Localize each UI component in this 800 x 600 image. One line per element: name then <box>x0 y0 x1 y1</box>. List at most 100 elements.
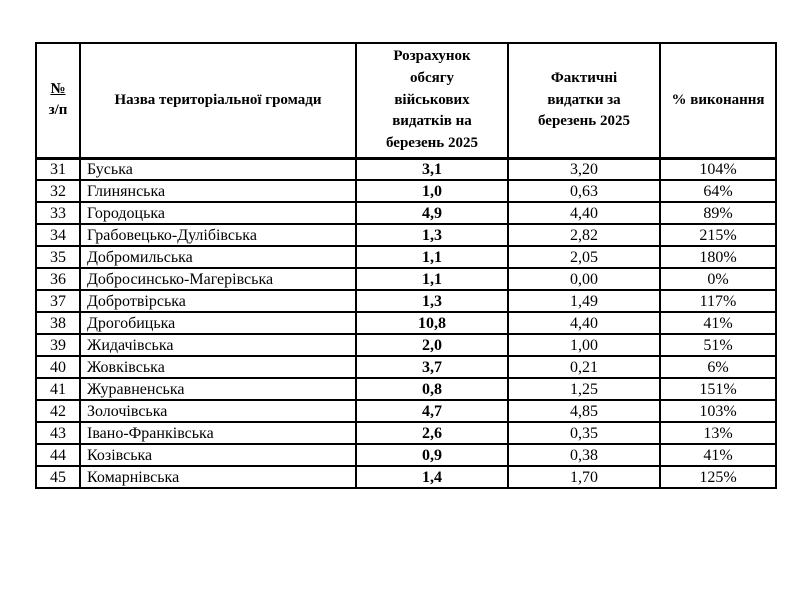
cell-row-number: 36 <box>35 267 81 292</box>
cell-planned-amount: 1,1 <box>355 245 509 270</box>
cell-percent-execution: 0% <box>659 267 777 292</box>
cell-actual-amount: 2,05 <box>507 245 661 270</box>
table-row: 43 Івано-Франківська 2,6 0,35 13% <box>35 421 777 446</box>
cell-percent-execution: 151% <box>659 377 777 402</box>
cell-percent-execution: 180% <box>659 245 777 270</box>
cell-community-name: Грабовецько-Дулібівська <box>79 223 357 248</box>
cell-planned-amount: 1,4 <box>355 465 509 490</box>
cell-row-number: 32 <box>35 179 81 204</box>
cell-row-number: 33 <box>35 201 81 226</box>
table-row: 39 Жидачівська 2,0 1,00 51% <box>35 333 777 358</box>
cell-percent-execution: 41% <box>659 311 777 336</box>
cell-community-name: Івано-Франківська <box>79 421 357 446</box>
cell-community-name: Жидачівська <box>79 333 357 358</box>
cell-row-number: 41 <box>35 377 81 402</box>
cell-planned-amount: 1,0 <box>355 179 509 204</box>
cell-actual-amount: 4,85 <box>507 399 661 424</box>
cell-planned-amount: 10,8 <box>355 311 509 336</box>
cell-planned-amount: 3,7 <box>355 355 509 380</box>
cell-community-name: Журавненська <box>79 377 357 402</box>
table-header: № з/п Назва територіальної громади Розра… <box>35 41 777 160</box>
cell-row-number: 39 <box>35 333 81 358</box>
cell-planned-amount: 0,9 <box>355 443 509 468</box>
cell-planned-amount: 4,7 <box>355 399 509 424</box>
cell-actual-amount: 3,20 <box>507 157 661 182</box>
cell-actual-amount: 1,00 <box>507 333 661 358</box>
header-num-symbol: № <box>50 80 66 97</box>
cell-percent-execution: 215% <box>659 223 777 248</box>
table-row: 31 Буська 3,1 3,20 104% <box>35 157 777 182</box>
cell-actual-amount: 0,63 <box>507 179 661 204</box>
cell-planned-amount: 0,8 <box>355 377 509 402</box>
table-row: 35 Добромильська 1,1 2,05 180% <box>35 245 777 270</box>
cell-community-name: Добромильська <box>79 245 357 270</box>
cell-row-number: 45 <box>35 465 81 490</box>
cell-planned-amount: 1,1 <box>355 267 509 292</box>
table-body: 31 Буська 3,1 3,20 104% 32 Глинянська 1,… <box>35 157 777 490</box>
header-actual-expenditures: Фактичні видатки за березень 2025 <box>507 41 661 160</box>
cell-community-name: Козівська <box>79 443 357 468</box>
cell-percent-execution: 64% <box>659 179 777 204</box>
cell-percent-execution: 6% <box>659 355 777 380</box>
cell-row-number: 43 <box>35 421 81 446</box>
cell-community-name: Золочівська <box>79 399 357 424</box>
table-row: 41 Журавненська 0,8 1,25 151% <box>35 377 777 402</box>
cell-actual-amount: 0,35 <box>507 421 661 446</box>
cell-percent-execution: 41% <box>659 443 777 468</box>
cell-row-number: 44 <box>35 443 81 468</box>
cell-percent-execution: 13% <box>659 421 777 446</box>
cell-planned-amount: 1,3 <box>355 289 509 314</box>
cell-planned-amount: 2,0 <box>355 333 509 358</box>
cell-community-name: Глинянська <box>79 179 357 204</box>
cell-row-number: 40 <box>35 355 81 380</box>
table-row: 42 Золочівська 4,7 4,85 103% <box>35 399 777 424</box>
cell-row-number: 35 <box>35 245 81 270</box>
header-community-name: Назва територіальної громади <box>79 41 357 160</box>
cell-actual-amount: 4,40 <box>507 201 661 226</box>
cell-community-name: Городоцька <box>79 201 357 226</box>
cell-percent-execution: 104% <box>659 157 777 182</box>
cell-community-name: Комарнівська <box>79 465 357 490</box>
header-num: № з/п <box>35 41 81 160</box>
cell-community-name: Добротвірська <box>79 289 357 314</box>
cell-planned-amount: 3,1 <box>355 157 509 182</box>
cell-actual-amount: 0,38 <box>507 443 661 468</box>
cell-row-number: 42 <box>35 399 81 424</box>
cell-percent-execution: 51% <box>659 333 777 358</box>
military-expenditures-table: № з/п Назва територіальної громади Розра… <box>35 41 777 490</box>
cell-actual-amount: 0,00 <box>507 267 661 292</box>
cell-planned-amount: 2,6 <box>355 421 509 446</box>
cell-actual-amount: 1,49 <box>507 289 661 314</box>
cell-planned-amount: 1,3 <box>355 223 509 248</box>
header-planned-expenditures: Розрахунок обсягу військових видатків на… <box>355 41 509 160</box>
cell-actual-amount: 0,21 <box>507 355 661 380</box>
cell-row-number: 38 <box>35 311 81 336</box>
table-row: 44 Козівська 0,9 0,38 41% <box>35 443 777 468</box>
cell-percent-execution: 125% <box>659 465 777 490</box>
cell-row-number: 37 <box>35 289 81 314</box>
cell-community-name: Добросинсько-Магерівська <box>79 267 357 292</box>
table-row: 34 Грабовецько-Дулібівська 1,3 2,82 215% <box>35 223 777 248</box>
table-row: 38 Дрогобицька 10,8 4,40 41% <box>35 311 777 336</box>
header-row: № з/п Назва територіальної громади Розра… <box>35 41 777 160</box>
cell-actual-amount: 4,40 <box>507 311 661 336</box>
cell-community-name: Буська <box>79 157 357 182</box>
table-row: 36 Добросинсько-Магерівська 1,1 0,00 0% <box>35 267 777 292</box>
cell-row-number: 31 <box>35 157 81 182</box>
cell-community-name: Дрогобицька <box>79 311 357 336</box>
cell-community-name: Жовківська <box>79 355 357 380</box>
table-row: 40 Жовківська 3,7 0,21 6% <box>35 355 777 380</box>
cell-percent-execution: 89% <box>659 201 777 226</box>
table-row: 37 Добротвірська 1,3 1,49 117% <box>35 289 777 314</box>
cell-percent-execution: 117% <box>659 289 777 314</box>
table-row: 33 Городоцька 4,9 4,40 89% <box>35 201 777 226</box>
cell-row-number: 34 <box>35 223 81 248</box>
header-num-sub: з/п <box>48 102 68 119</box>
table-row: 32 Глинянська 1,0 0,63 64% <box>35 179 777 204</box>
cell-actual-amount: 2,82 <box>507 223 661 248</box>
cell-actual-amount: 1,70 <box>507 465 661 490</box>
cell-planned-amount: 4,9 <box>355 201 509 226</box>
header-percent-execution: % виконання <box>659 41 777 160</box>
cell-percent-execution: 103% <box>659 399 777 424</box>
